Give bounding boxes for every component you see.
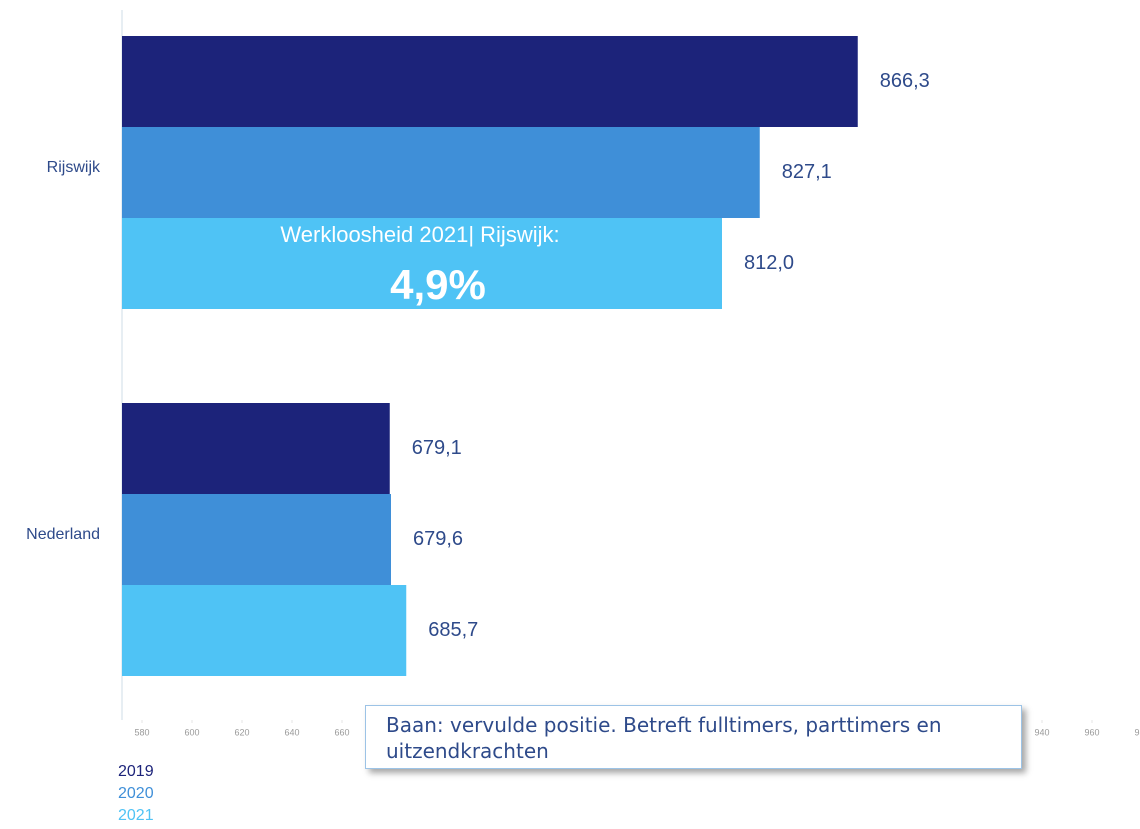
note: Baan: vervulde positie. Betreft fulltime… xyxy=(365,705,1022,769)
legend-entry: 2020 xyxy=(118,785,154,802)
bar xyxy=(122,218,722,309)
data-label: 679,6 xyxy=(413,528,463,550)
bar xyxy=(122,494,391,585)
x-tick-label: 600 xyxy=(184,727,199,737)
data-label: 679,1 xyxy=(412,437,462,459)
x-tick-label: 640 xyxy=(284,727,299,737)
x-tick-label: 940 xyxy=(1034,727,1049,737)
x-tick-label: 960 xyxy=(1084,727,1099,737)
data-label: 812,0 xyxy=(744,252,794,274)
bar xyxy=(122,585,407,676)
bar xyxy=(122,403,390,494)
y-tick-label: Nederland xyxy=(26,526,100,543)
x-tick-label: 660 xyxy=(334,727,349,737)
bar xyxy=(122,127,760,218)
data-label: 685,7 xyxy=(428,619,478,641)
bar xyxy=(122,36,858,127)
x-tick-label: 620 xyxy=(234,727,249,737)
x-tick-label: 580 xyxy=(134,727,149,737)
data-label: 866,3 xyxy=(880,70,930,92)
annotation-value: 4,9% xyxy=(390,261,486,308)
legend-entry: 2021 xyxy=(118,807,154,824)
y-tick-label: Rijswijk xyxy=(47,159,101,176)
x-tick-label: 980 xyxy=(1134,727,1140,737)
data-label: 827,1 xyxy=(782,161,832,183)
annotation: Werkloosheid 2021| Rijswijk: xyxy=(280,222,559,247)
legend-entry: 2019 xyxy=(118,763,154,780)
